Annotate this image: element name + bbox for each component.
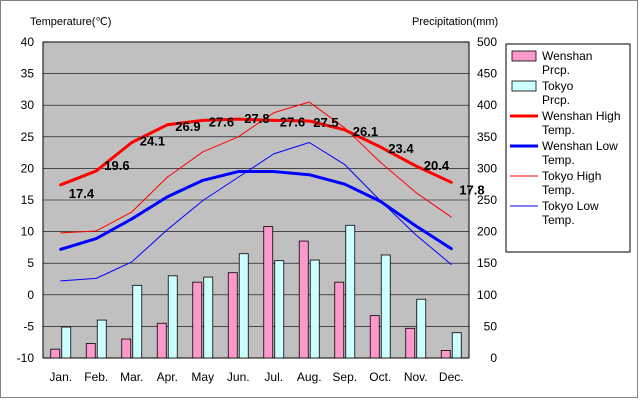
right-tick-label: 450 [477,67,497,81]
precip-bar [156,322,167,359]
x-tick-label: Dec. [439,370,464,384]
data-label: 19.6 [104,158,129,173]
right-axis-title: Precipitation(mm) [412,16,498,28]
right-tick-label: 500 [477,35,497,49]
data-label: 23.4 [388,141,414,156]
precip-bar [238,253,249,359]
precip-bar [121,338,132,359]
precip-bar [451,332,462,359]
right-tick-label: 300 [477,161,497,175]
temperature-line [59,117,453,187]
legend-label: Wenshan High Temp. [542,109,621,137]
legend-label: Wenshan Low Temp. [542,139,618,167]
left-tick-label: 30 [21,98,35,112]
precip-bar [61,326,72,359]
data-label: 17.4 [69,186,95,201]
left-tick-label: 40 [21,35,35,49]
data-label: 27.6 [280,114,305,129]
temperature-line [60,141,452,282]
right-tick-label: 400 [477,98,497,112]
right-tick-label: 150 [477,256,497,270]
left-tick-label: 15 [21,193,35,207]
left-tick-label: 25 [21,130,35,144]
left-axis-title: Temperature(℃) [30,16,111,28]
precip-bar [167,275,178,359]
precip-bar [132,284,143,359]
legend-swatch [511,50,537,62]
legend-label: Tokyo High Temp. [542,169,601,197]
precip-bar [85,343,96,359]
x-tick-label: Jul. [264,370,283,384]
legend-label: Tokyo Prcp. [542,79,574,107]
data-label: 24.1 [140,133,165,148]
x-tick-label: Oct. [369,370,391,384]
precip-bar [309,259,320,359]
x-tick-label: May [191,370,214,384]
legend-label: Wenshan Prcp. [542,49,592,77]
x-tick-label: Sep. [332,370,357,384]
precip-bar [96,319,107,359]
x-tick-label: Apr. [157,370,178,384]
left-tick-label: 10 [21,225,35,239]
data-label: 26.1 [353,124,378,139]
left-tick-label: -10 [17,351,35,365]
x-tick-label: Aug. [297,370,322,384]
data-label: 27.5 [313,115,338,130]
right-tick-label: 0 [490,351,497,365]
precip-bar [263,226,274,359]
precip-bar [369,315,380,359]
precip-bar [298,240,309,359]
temperature-line [60,101,452,234]
precip-bar [334,281,345,359]
precip-bar [380,254,391,359]
left-tick-label: 0 [27,288,34,302]
right-tick-label: 100 [477,288,497,302]
left-tick-label: 20 [21,161,35,175]
data-label: 27.8 [244,111,269,126]
precip-bar [227,272,238,359]
right-tick-label: 250 [477,193,497,207]
x-tick-label: Nov. [404,370,428,384]
temperature-line [59,170,453,251]
data-label: 17.8 [459,182,484,197]
legend-swatch [511,80,537,92]
precip-bar [203,276,214,359]
x-tick-label: Mar. [120,370,143,384]
precip-bar [192,281,203,359]
x-tick-label: Feb. [84,370,108,384]
right-tick-label: 50 [484,319,498,333]
precip-bar [274,260,285,359]
data-label: 26.9 [175,119,200,134]
right-tick-label: 350 [477,130,497,144]
precip-bar [440,350,451,359]
precip-bar [416,298,427,359]
legend-label: Tokyo Low Temp. [542,199,599,227]
left-tick-label: -5 [23,319,34,333]
right-tick-label: 200 [477,225,497,239]
left-tick-label: 35 [21,67,35,81]
data-label: 20.4 [424,158,450,173]
legend-box [505,43,631,253]
precip-bar [345,224,356,359]
data-label: 27.6 [209,114,234,129]
precip-bar [50,348,61,359]
x-tick-label: Jan. [49,370,72,384]
left-tick-label: 5 [27,256,34,270]
precip-bar [405,327,416,359]
x-tick-label: Jun. [227,370,250,384]
